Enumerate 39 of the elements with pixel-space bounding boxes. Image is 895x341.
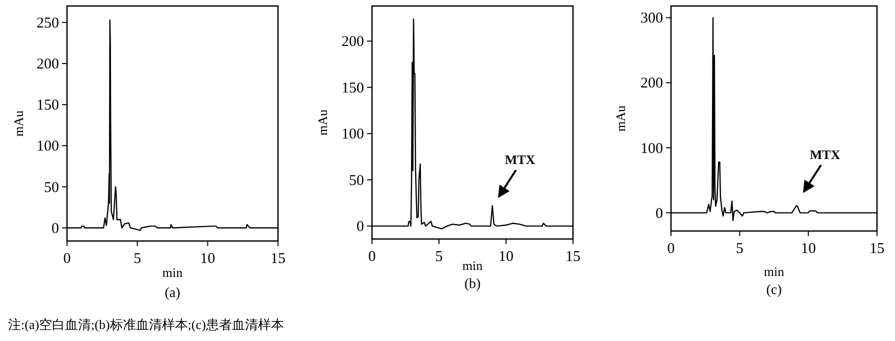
x-tick-label: 10 [200, 251, 216, 267]
y-tick-label: 100 [342, 126, 364, 143]
x-tick-label: 15 [270, 251, 286, 267]
annotation: MTX [504, 152, 536, 167]
y-tick-label: 150 [36, 98, 59, 114]
annotation: MTX [810, 147, 841, 162]
x-tick-label: 5 [134, 251, 142, 267]
text: (a) [164, 286, 181, 301]
x-tick-label: 10 [498, 249, 514, 265]
y-tick-label: 100 [640, 140, 663, 157]
x-tick-label: 5 [736, 241, 744, 257]
x-tick-label: 15 [566, 249, 580, 265]
y-tick-label: 200 [640, 76, 663, 92]
y-tick-label: 100 [36, 138, 59, 155]
x-tick-label: 0 [368, 249, 376, 265]
y-tick-label: 250 [36, 15, 59, 32]
y-axis-title: mAu [315, 109, 330, 136]
y-tick-label: 0 [656, 206, 663, 222]
y-tick-label: 50 [349, 172, 364, 189]
x-tick-label: 5 [435, 249, 443, 265]
y-axis-title: mAu [11, 110, 26, 136]
y-tick-label: 300 [640, 10, 663, 27]
x-tick-label: 15 [870, 241, 884, 257]
y-axis-title: mAu [613, 105, 628, 132]
text: (b) [464, 277, 481, 292]
x-axis-title: min [764, 264, 785, 279]
x-axis-title: min [162, 265, 184, 280]
x-tick-label: 0 [63, 251, 71, 267]
x-tick-label: 10 [800, 241, 816, 257]
text: 注:(a)空白血清;(b)标准血清样本;(c)患者血清样本 [8, 317, 284, 332]
x-tick-label: 0 [667, 241, 675, 257]
y-tick-label: 0 [52, 220, 59, 237]
y-tick-label: 0 [356, 219, 364, 236]
y-tick-label: 50 [44, 180, 59, 196]
y-tick-label: 200 [36, 56, 59, 73]
text: (c) [766, 283, 782, 298]
y-tick-label: 200 [342, 34, 364, 50]
y-tick-label: 150 [342, 80, 364, 96]
x-axis-title: min [462, 258, 484, 273]
